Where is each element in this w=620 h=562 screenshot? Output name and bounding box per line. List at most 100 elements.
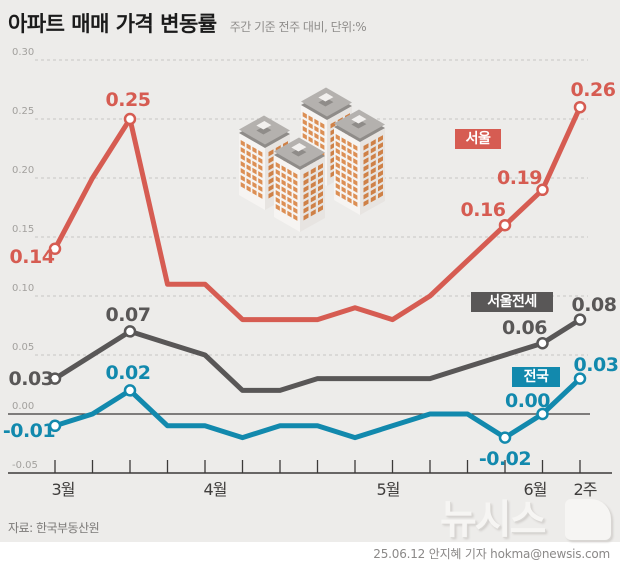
building-window xyxy=(246,171,251,179)
building-window xyxy=(347,175,352,183)
value-label-전국: -0.02 xyxy=(478,447,532,470)
building-window xyxy=(252,188,257,196)
building-window xyxy=(281,193,286,201)
building-window xyxy=(303,192,309,200)
building-window xyxy=(308,136,313,144)
data-point-marker xyxy=(48,419,62,433)
building-window xyxy=(287,175,292,183)
building-window xyxy=(335,161,340,169)
building-window xyxy=(275,196,280,204)
data-point-marker xyxy=(536,407,549,421)
building-window xyxy=(347,147,352,155)
building-window xyxy=(318,163,323,171)
building-window xyxy=(378,163,383,171)
building-window xyxy=(303,206,309,214)
building-window xyxy=(252,146,257,154)
building-window xyxy=(310,209,316,217)
building-window xyxy=(281,186,286,194)
building-window xyxy=(353,193,358,200)
building-window xyxy=(353,151,358,158)
building-window xyxy=(268,184,274,192)
apartment-buildings-illustration xyxy=(239,87,385,232)
value-label-서울전세: 0.03 xyxy=(8,367,54,390)
rooftop-structure xyxy=(256,126,272,135)
building-window xyxy=(287,168,292,176)
building-window xyxy=(308,115,313,123)
building-window xyxy=(252,174,257,182)
building-window xyxy=(353,158,358,165)
building-left-face xyxy=(334,127,360,215)
building-window xyxy=(268,163,274,171)
value-label-전국: 0.02 xyxy=(105,362,151,385)
building-window xyxy=(310,188,316,196)
page-title: 아파트 매매 가격 변동률 xyxy=(8,12,217,36)
y-tick-label: 0.00 xyxy=(12,401,35,412)
building-window xyxy=(246,185,251,193)
building-window xyxy=(378,149,383,157)
rooftop-structure-top xyxy=(351,115,367,124)
building-window xyxy=(310,174,316,182)
building-window xyxy=(258,178,263,185)
building-window xyxy=(287,182,292,190)
rooftop-structure xyxy=(351,120,367,129)
y-tick-label: 0.20 xyxy=(12,165,35,176)
building-window xyxy=(314,139,319,147)
building-window xyxy=(335,168,340,176)
building-window xyxy=(353,172,358,179)
building-window xyxy=(308,129,313,137)
building-window xyxy=(335,182,340,190)
building-window xyxy=(314,118,319,126)
rooftop-structure xyxy=(318,98,334,107)
y-tick-label: -0.05 xyxy=(12,460,38,471)
building-window xyxy=(293,179,298,186)
data-point-marker xyxy=(48,372,62,385)
building-window xyxy=(268,170,274,178)
building-window xyxy=(318,170,323,178)
building-window xyxy=(341,193,346,201)
building-window xyxy=(268,177,274,185)
building-window xyxy=(303,171,309,179)
data-point-marker xyxy=(573,372,587,385)
building-window xyxy=(303,178,309,186)
building-window xyxy=(240,139,245,147)
building-window xyxy=(347,168,352,176)
building-window xyxy=(252,160,257,168)
building-window xyxy=(293,172,298,179)
building-window xyxy=(370,139,376,147)
building-window xyxy=(335,175,340,183)
x-tick-label: 5월 xyxy=(376,480,401,499)
building-window xyxy=(363,199,369,207)
value-label-전국: 0.00 xyxy=(505,390,550,412)
building-window xyxy=(281,200,286,208)
building-window xyxy=(240,160,245,168)
building-window xyxy=(302,118,307,126)
chart-background xyxy=(0,0,620,542)
building-window xyxy=(335,154,340,162)
data-point-marker xyxy=(123,384,137,397)
building-window xyxy=(310,181,316,189)
building-window xyxy=(258,192,263,199)
value-label-서울전세: 0.06 xyxy=(502,317,547,340)
building-window xyxy=(330,121,336,129)
building-window xyxy=(363,143,369,151)
rooftop-structure-top xyxy=(256,121,272,130)
newsis-page-icon xyxy=(565,499,611,540)
building-window xyxy=(341,151,346,159)
building-window xyxy=(347,154,352,162)
building-window xyxy=(252,181,257,189)
building-window xyxy=(341,144,346,152)
building-window xyxy=(378,177,383,185)
building-window xyxy=(240,146,245,154)
value-label-전국: 0.03 xyxy=(573,353,619,376)
building-window xyxy=(302,132,307,140)
x-tick-label: 4월 xyxy=(203,480,228,499)
building-window xyxy=(347,189,352,197)
building-window xyxy=(314,125,319,133)
value-label-서울전세: 0.07 xyxy=(105,304,151,327)
building-window xyxy=(335,147,340,155)
data-point-marker xyxy=(498,431,512,444)
y-tick-label: 0.10 xyxy=(12,283,35,294)
building-window xyxy=(341,179,346,187)
y-tick-label: 0.15 xyxy=(12,224,35,235)
value-label-서울: 0.26 xyxy=(570,79,616,102)
